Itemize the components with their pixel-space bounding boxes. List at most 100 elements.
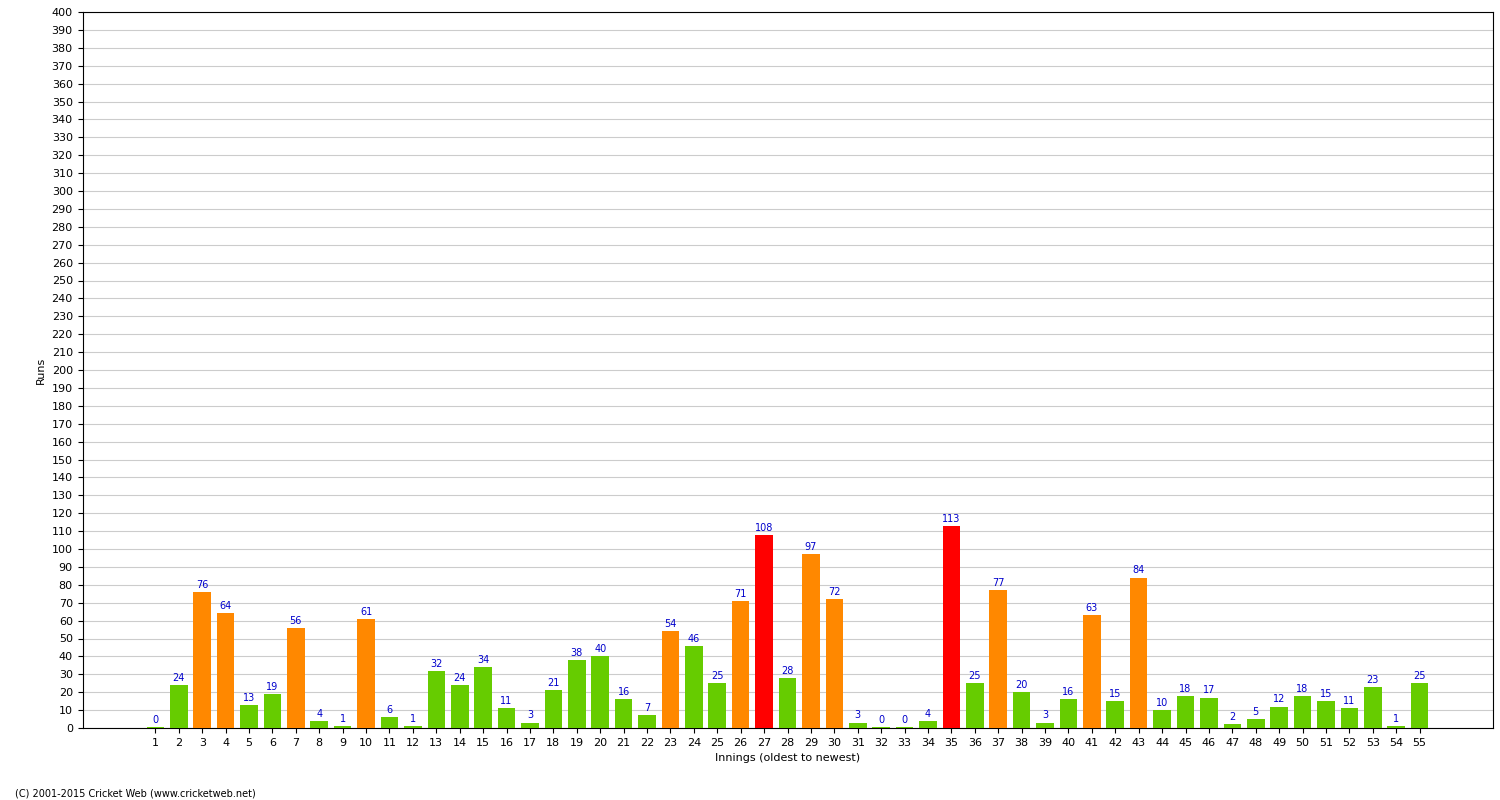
Text: 97: 97 <box>804 542 818 552</box>
Text: 3: 3 <box>855 710 861 721</box>
Text: 0: 0 <box>153 715 159 726</box>
Bar <box>1294 696 1311 728</box>
Bar <box>452 685 468 728</box>
Text: 15: 15 <box>1320 689 1332 699</box>
Text: 15: 15 <box>1108 689 1122 699</box>
Bar <box>1412 683 1428 728</box>
Bar <box>1176 696 1194 728</box>
Text: 0: 0 <box>902 715 908 726</box>
Text: 56: 56 <box>290 616 302 626</box>
Text: 54: 54 <box>664 619 676 629</box>
Text: 2: 2 <box>1228 712 1236 722</box>
Bar <box>802 554 819 728</box>
Bar <box>732 601 750 728</box>
Text: 0: 0 <box>878 715 884 726</box>
Text: 4: 4 <box>926 709 932 718</box>
Bar <box>849 722 867 728</box>
Bar <box>427 670 445 728</box>
Bar <box>404 726 422 728</box>
Text: 24: 24 <box>453 673 466 683</box>
Text: 19: 19 <box>267 682 279 692</box>
Bar <box>942 526 960 728</box>
Text: 13: 13 <box>243 693 255 702</box>
Text: 24: 24 <box>172 673 184 683</box>
Text: 108: 108 <box>754 522 774 533</box>
Text: 16: 16 <box>1062 687 1074 698</box>
Bar <box>825 599 843 728</box>
Text: 16: 16 <box>618 687 630 698</box>
Bar <box>1224 725 1240 728</box>
Text: 77: 77 <box>992 578 1005 588</box>
Bar <box>615 699 633 728</box>
Bar <box>756 534 772 728</box>
Text: 11: 11 <box>501 696 513 706</box>
Bar <box>217 614 234 728</box>
Text: 72: 72 <box>828 587 840 597</box>
Bar <box>1341 708 1358 728</box>
Bar <box>264 694 280 728</box>
Bar <box>1107 701 1124 728</box>
Bar <box>520 722 538 728</box>
Bar <box>240 705 258 728</box>
Bar <box>1130 578 1148 728</box>
Text: 18: 18 <box>1179 684 1191 694</box>
Bar <box>1013 692 1031 728</box>
Bar <box>778 678 796 728</box>
Text: 11: 11 <box>1344 696 1356 706</box>
Bar <box>498 708 516 728</box>
Bar <box>1246 719 1264 728</box>
Text: (C) 2001-2015 Cricket Web (www.cricketweb.net): (C) 2001-2015 Cricket Web (www.cricketwe… <box>15 788 255 798</box>
Text: 1: 1 <box>410 714 416 724</box>
Text: 46: 46 <box>687 634 700 643</box>
Bar <box>568 660 585 728</box>
Text: 25: 25 <box>711 671 723 681</box>
Text: 10: 10 <box>1156 698 1168 708</box>
Text: 71: 71 <box>735 589 747 598</box>
Text: 63: 63 <box>1086 603 1098 613</box>
Bar <box>357 619 375 728</box>
Bar <box>170 685 188 728</box>
Text: 3: 3 <box>526 710 532 721</box>
Text: 84: 84 <box>1132 566 1144 575</box>
Text: 25: 25 <box>969 671 981 681</box>
Bar <box>1317 701 1335 728</box>
Text: 6: 6 <box>387 705 393 715</box>
Bar <box>1270 706 1288 728</box>
Text: 76: 76 <box>196 580 208 590</box>
Text: 28: 28 <box>782 666 794 676</box>
Bar <box>1364 687 1382 728</box>
Bar <box>966 683 984 728</box>
Bar <box>310 721 328 728</box>
Text: 12: 12 <box>1274 694 1286 704</box>
Text: 1: 1 <box>339 714 345 724</box>
Text: 17: 17 <box>1203 686 1215 695</box>
Text: 64: 64 <box>219 602 231 611</box>
Text: 4: 4 <box>316 709 322 718</box>
Y-axis label: Runs: Runs <box>36 356 46 384</box>
Text: 34: 34 <box>477 655 489 665</box>
Bar <box>544 690 562 728</box>
X-axis label: Innings (oldest to newest): Innings (oldest to newest) <box>716 754 860 763</box>
Bar <box>381 718 399 728</box>
Bar <box>662 631 680 728</box>
Bar <box>474 667 492 728</box>
Bar <box>920 721 938 728</box>
Text: 38: 38 <box>570 648 584 658</box>
Text: 20: 20 <box>1016 680 1028 690</box>
Text: 5: 5 <box>1252 707 1258 717</box>
Bar <box>1154 710 1172 728</box>
Text: 23: 23 <box>1366 674 1378 685</box>
Text: 21: 21 <box>548 678 560 688</box>
Bar <box>1036 722 1054 728</box>
Bar <box>1059 699 1077 728</box>
Text: 113: 113 <box>942 514 960 523</box>
Text: 7: 7 <box>644 703 650 714</box>
Bar <box>1083 615 1101 728</box>
Bar <box>708 683 726 728</box>
Bar <box>194 592 211 728</box>
Text: 40: 40 <box>594 644 606 654</box>
Bar <box>686 646 702 728</box>
Bar <box>1388 726 1406 728</box>
Bar <box>990 590 1006 728</box>
Bar <box>638 715 656 728</box>
